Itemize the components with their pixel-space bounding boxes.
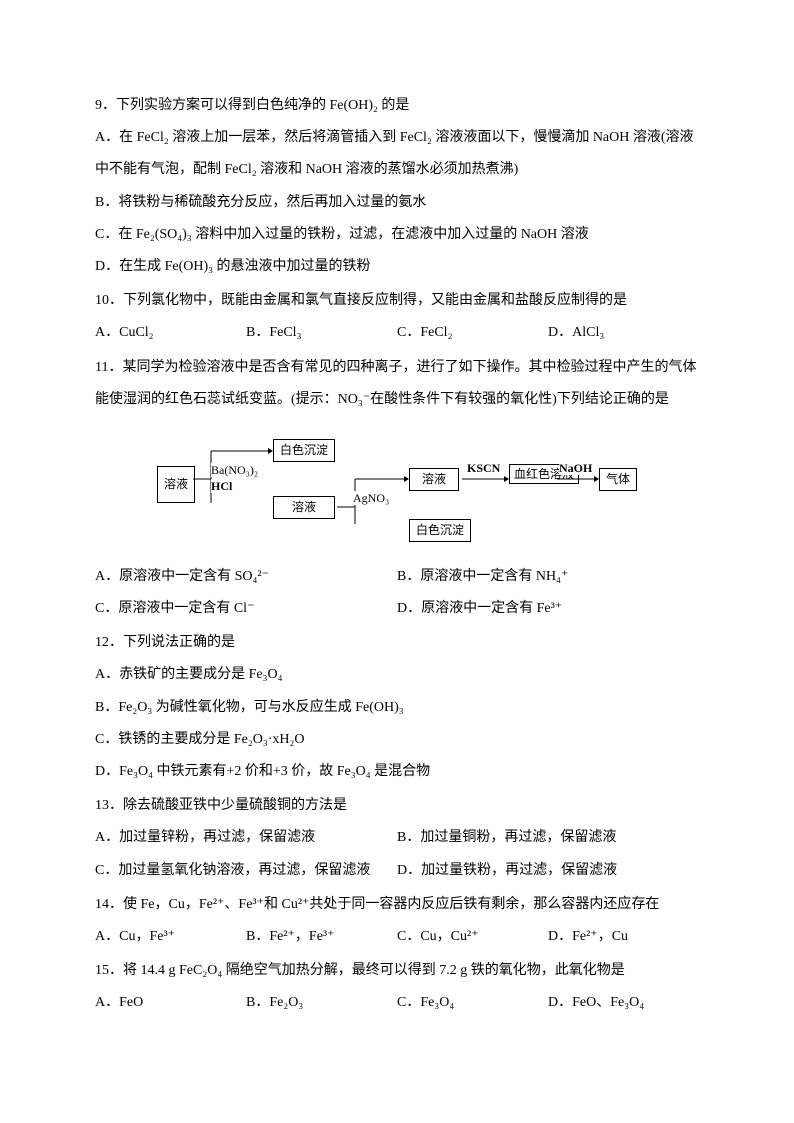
q14-opt-a: A．Cu，Fe³⁺ <box>95 921 246 953</box>
q11-opt-d: D．原溶液中一定含有 Fe³⁺ <box>397 593 699 625</box>
fc-label-5: NaOH <box>559 461 592 475</box>
q9-opt-b: B．将铁粉与稀硫酸充分反应，然后再加入过量的氨水 <box>95 187 699 219</box>
q11-stem: 11．某同学为检验溶液中是否含有常见的四种离子，进行了如下操作。其中检验过程中产… <box>95 352 699 416</box>
q10-opt-c: C．FeCl₂ <box>397 317 548 349</box>
q14-opt-b: B．Fe²⁺，Fe³⁺ <box>246 921 397 953</box>
q15-stem: 15．将 14.4 g FeC₂O₄ 隔绝空气加热分解，最终可以得到 7.2 g… <box>95 955 699 987</box>
q13-opt-c: C．加过量氢氧化钠溶液，再过滤，保留滤液 <box>95 855 397 887</box>
flowchart-diagram: 溶液 Ba(NO₃)₂ HCl 白色沉淀 溶液 AgNO₃ 溶液 白色沉淀 <box>157 431 637 541</box>
q14-stem: 14．使 Fe，Cu，Fe²⁺、Fe³⁺和 Cu²⁺共处于同一容器内反应后铁有剩… <box>95 889 699 921</box>
fc-node-solution-1: 溶液 <box>157 466 195 504</box>
q10-options: A．CuCl₂ B．FeCl₃ C．FeCl₂ D．AlCl₃ <box>95 317 699 349</box>
q12-stem: 12．下列说法正确的是 <box>95 627 699 659</box>
q9-opt-d: D．在生成 Fe(OH)₃ 的悬浊液中加过量的铁粉 <box>95 251 699 283</box>
q13-opt-a: A．加过量锌粉，再过滤，保留滤液 <box>95 822 397 854</box>
q15-opt-c: C．Fe₃O₄ <box>397 987 548 1019</box>
q12-opt-c: C．铁锈的主要成分是 Fe₂O₃·xH₂O <box>95 724 699 756</box>
question-13: 13．除去硫酸亚铁中少量硫酸铜的方法是 A．加过量锌粉，再过滤，保留滤液B．加过… <box>95 790 699 887</box>
q11-opt-b: B．原溶液中一定含有 NH₄⁺ <box>397 561 699 593</box>
fc-node-white-precip-1: 白色沉淀 <box>273 439 335 463</box>
q15-opt-d: D．FeO、Fe₃O₄ <box>548 987 699 1019</box>
q12-opt-b: B．Fe₂O₃ 为碱性氧化物，可与水反应生成 Fe(OH)₃ <box>95 692 699 724</box>
q9-stem: 9．下列实验方案可以得到白色纯净的 Fe(OH)₂ 的是 <box>95 90 699 122</box>
q10-opt-a: A．CuCl₂ <box>95 317 246 349</box>
q14-opt-c: C．Cu，Cu²⁺ <box>397 921 548 953</box>
question-15: 15．将 14.4 g FeC₂O₄ 隔绝空气加热分解，最终可以得到 7.2 g… <box>95 955 699 1019</box>
fc-label-3: AgNO₃ <box>353 491 389 505</box>
fc-label-2: HCl <box>211 479 232 493</box>
q15-options: A．FeO B．Fe₂O₃ C．Fe₃O₄ D．FeO、Fe₃O₄ <box>95 987 699 1019</box>
fc-arrow-3 <box>462 475 509 485</box>
fc-node-solution-3: 溶液 <box>409 468 459 492</box>
q9-opt-a: A．在 FeCl₂ 溶液上加一层苯，然后将滴管插入到 FeCl₂ 溶液液面以下，… <box>95 122 699 186</box>
fc-node-gas: 气体 <box>599 468 637 492</box>
q15-opt-a: A．FeO <box>95 987 246 1019</box>
question-10: 10．下列氯化物中，既能由金属和氯气直接反应制得，又能由金属和盐酸反应制得的是 … <box>95 285 699 349</box>
q11-opt-c: C．原溶液中一定含有 Cl⁻ <box>95 593 397 625</box>
question-12: 12．下列说法正确的是 A．赤铁矿的主要成分是 Fe₃O₄ B．Fe₂O₃ 为碱… <box>95 627 699 788</box>
q10-stem: 10．下列氯化物中，既能由金属和氯气直接反应制得，又能由金属和盐酸反应制得的是 <box>95 285 699 317</box>
q13-options-row1: A．加过量锌粉，再过滤，保留滤液B．加过量铜粉，再过滤，保留滤液 <box>95 822 699 854</box>
q13-stem: 13．除去硫酸亚铁中少量硫酸铜的方法是 <box>95 790 699 822</box>
q15-opt-b: B．Fe₂O₃ <box>246 987 397 1019</box>
fc-arrow-4 <box>557 475 599 485</box>
fc-label-4: KSCN <box>467 461 500 475</box>
question-14: 14．使 Fe，Cu，Fe²⁺、Fe³⁺和 Cu²⁺共处于同一容器内反应后铁有剩… <box>95 889 699 953</box>
q10-opt-d: D．AlCl₃ <box>548 317 699 349</box>
q11-options-row2: C．原溶液中一定含有 Cl⁻D．原溶液中一定含有 Fe³⁺ <box>95 593 699 625</box>
q13-opt-b: B．加过量铜粉，再过滤，保留滤液 <box>397 822 699 854</box>
q14-opt-d: D．Fe²⁺，Cu <box>548 921 699 953</box>
question-9: 9．下列实验方案可以得到白色纯净的 Fe(OH)₂ 的是 A．在 FeCl₂ 溶… <box>95 90 699 283</box>
fc-label-1: Ba(NO₃)₂ <box>211 463 258 477</box>
q13-options-row2: C．加过量氢氧化钠溶液，再过滤，保留滤液D．加过量铁粉，再过滤，保留滤液 <box>95 855 699 887</box>
q10-opt-b: B．FeCl₃ <box>246 317 397 349</box>
q12-opt-a: A．赤铁矿的主要成分是 Fe₃O₄ <box>95 659 699 691</box>
q12-opt-d: D．Fe₃O₄ 中铁元素有+2 价和+3 价，故 Fe₃O₄ 是混合物 <box>95 756 699 788</box>
q14-options: A．Cu，Fe³⁺ B．Fe²⁺，Fe³⁺ C．Cu，Cu²⁺ D．Fe²⁺，C… <box>95 921 699 953</box>
question-11: 11．某同学为检验溶液中是否含有常见的四种离子，进行了如下操作。其中检验过程中产… <box>95 352 699 626</box>
fc-node-solution-2: 溶液 <box>273 496 335 520</box>
q11-opt-a: A．原溶液中一定含有 SO₄²⁻ <box>95 561 397 593</box>
q13-opt-d: D．加过量铁粉，再过滤，保留滤液 <box>397 855 699 887</box>
q11-options-row1: A．原溶液中一定含有 SO₄²⁻B．原溶液中一定含有 NH₄⁺ <box>95 561 699 593</box>
q9-opt-c: C．在 Fe₂(SO₄)₃ 溶料中加入过量的铁粉，过滤，在滤液中加入过量的 Na… <box>95 219 699 251</box>
fc-node-white-precip-2: 白色沉淀 <box>409 519 471 543</box>
